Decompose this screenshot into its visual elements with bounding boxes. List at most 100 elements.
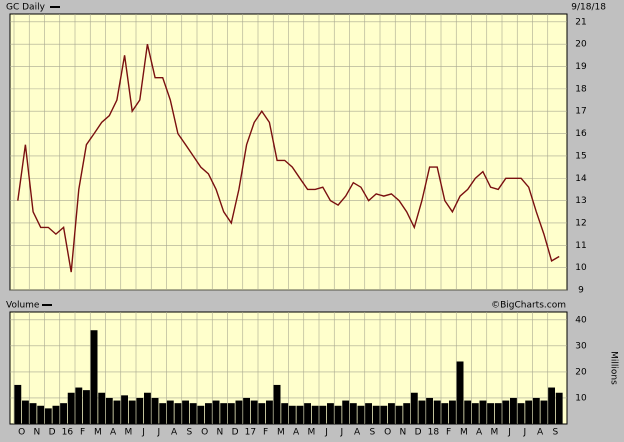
volume-bar — [166, 400, 174, 424]
x-tick-label: N — [400, 428, 407, 438]
date: 9/18/18 — [571, 3, 606, 13]
volume-bar — [319, 405, 327, 424]
volume-bar — [471, 403, 479, 424]
volume-bar — [29, 403, 37, 424]
y-tick-label: 15 — [575, 151, 586, 161]
y-tick-label: 18 — [575, 84, 587, 94]
volume-bar — [67, 392, 75, 424]
y-tick-label: 40 — [575, 315, 587, 325]
volume-bar — [250, 400, 258, 424]
volume-bar — [159, 403, 167, 424]
y-tick-label: 10 — [575, 393, 587, 403]
volume-bar — [304, 403, 311, 424]
volume-bar — [105, 397, 113, 424]
x-tick-label: N — [34, 428, 41, 438]
volume-bar — [144, 392, 151, 424]
volume-bar — [52, 405, 60, 424]
volume-bar — [212, 400, 220, 424]
x-tick-label: J — [523, 428, 527, 438]
volume-bar — [98, 392, 106, 424]
x-tick-label: F — [80, 428, 85, 438]
y-tick-label: 12 — [575, 218, 586, 228]
x-tick-label: F — [263, 428, 268, 438]
volume-bar — [510, 397, 517, 424]
x-tick-label: M — [124, 428, 132, 438]
volume-bar — [258, 403, 266, 424]
volume-bar — [380, 405, 388, 424]
x-tick-label: S — [553, 428, 559, 438]
x-tick-label: A — [171, 428, 178, 438]
volume-bar — [197, 405, 205, 424]
volume-bar — [22, 400, 29, 424]
y-tick-label: 20 — [575, 40, 587, 50]
y-tick-label: 10 — [575, 263, 587, 273]
volume-bar — [174, 403, 182, 424]
volume-bar — [327, 403, 334, 424]
y-tick-label: 19 — [575, 62, 587, 72]
x-tick-label: 17 — [245, 428, 256, 438]
volume-bar — [548, 387, 555, 424]
volume-bar — [464, 400, 472, 424]
price-line — [17, 44, 560, 273]
x-tick-label: S — [370, 428, 376, 438]
price-title: GC Daily — [6, 3, 46, 13]
volume-bar — [220, 403, 228, 424]
volume-bar — [418, 400, 426, 424]
x-tick-label: N — [217, 428, 224, 438]
x-tick-label: M — [460, 428, 468, 438]
y-tick-label: 14 — [575, 174, 587, 184]
volume-bar — [121, 395, 128, 424]
volume-bar — [227, 403, 235, 424]
volume-bar — [189, 403, 197, 424]
volume-bar — [410, 392, 418, 424]
volume-bar — [441, 403, 449, 424]
volume-bar — [525, 400, 533, 424]
y-tick-label: 17 — [575, 107, 586, 117]
volume-bar — [83, 390, 90, 424]
y-tick-label: 30 — [575, 341, 587, 351]
volume-bar — [449, 400, 456, 424]
volume-bar — [182, 400, 189, 424]
volume-bar — [296, 405, 304, 424]
volume-bar — [502, 400, 510, 424]
volume-bar — [487, 403, 494, 424]
x-tick-label: D — [415, 428, 422, 438]
x-tick-label: F — [446, 428, 451, 438]
x-tick-label: D — [232, 428, 239, 438]
volume-bar — [479, 400, 487, 424]
volume-bar — [372, 405, 380, 424]
source: ©BigCharts.com — [491, 301, 566, 311]
x-tick-label: O — [201, 428, 208, 438]
x-tick-label: J — [157, 428, 161, 438]
y-tick-label: 11 — [575, 241, 586, 251]
y-tick-label: 16 — [575, 129, 587, 139]
volume-bar — [365, 403, 372, 424]
y-axis-label: Millions — [609, 351, 619, 385]
volume-bar — [395, 405, 403, 424]
x-tick-label: M — [277, 428, 285, 438]
x-tick-label: A — [293, 428, 300, 438]
volume-bar — [357, 405, 365, 424]
x-tick-label: A — [476, 428, 483, 438]
volume-bar — [151, 397, 159, 424]
x-tick-label: M — [307, 428, 315, 438]
volume-bar — [517, 403, 525, 424]
x-tick-label: J — [507, 428, 511, 438]
x-tick-label: O — [18, 428, 25, 438]
volume-bar — [75, 387, 83, 424]
volume-bar — [90, 330, 98, 424]
y-tick-label: 20 — [575, 367, 587, 377]
volume-bar — [403, 403, 411, 424]
volume-bar — [266, 400, 273, 424]
volume-bar — [540, 400, 548, 424]
volume-bar — [532, 397, 540, 424]
volume-bar — [37, 405, 45, 424]
volume-bar — [426, 397, 433, 424]
volume-bar — [243, 397, 250, 424]
x-tick-label: S — [187, 428, 193, 438]
volume-bar — [349, 403, 357, 424]
volume-bar — [113, 400, 121, 424]
x-tick-label: M — [94, 428, 102, 438]
y-tick-label: 13 — [575, 196, 586, 206]
